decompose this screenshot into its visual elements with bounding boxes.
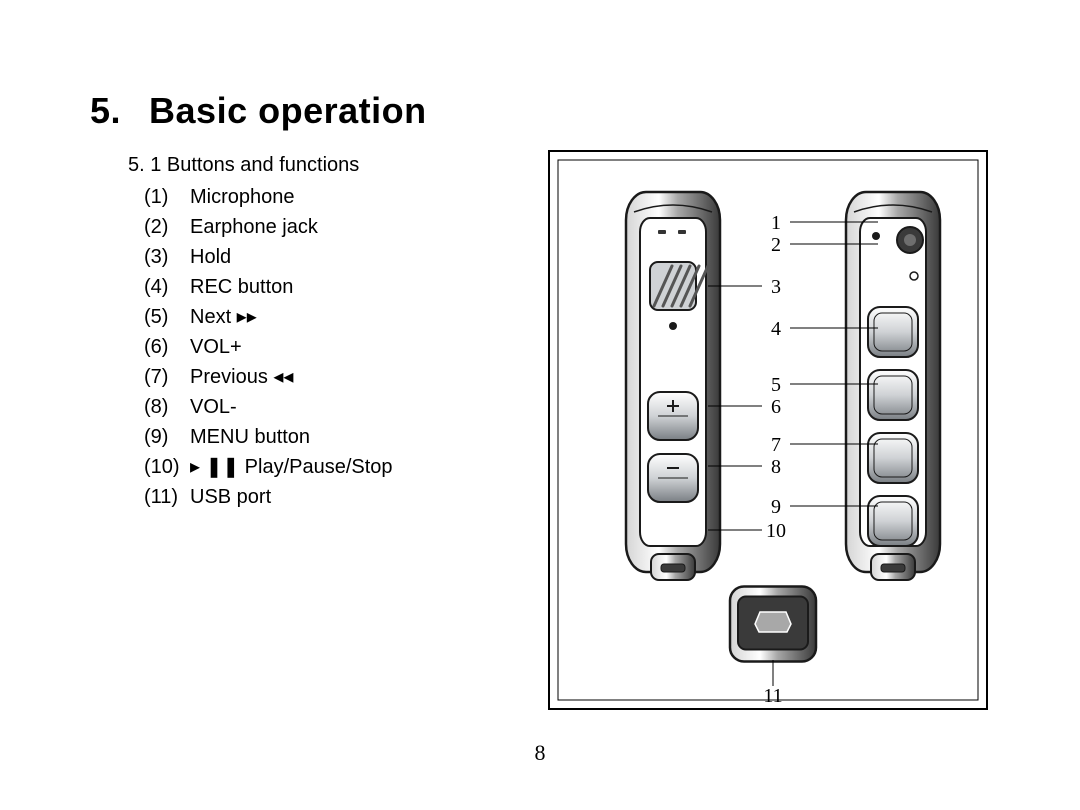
- list-item-number: (1): [144, 182, 190, 212]
- device-figure: 1234567891011: [548, 150, 988, 710]
- list-item-label: Next ▸▸: [190, 302, 508, 332]
- list-item: (4)REC button: [144, 272, 508, 302]
- list-item-number: (6): [144, 332, 190, 362]
- list-column: 5. 1 Buttons and functions (1)Microphone…: [90, 150, 508, 512]
- subsection-heading: 5. 1 Buttons and functions: [128, 150, 508, 180]
- list-item-number: (11): [144, 482, 190, 512]
- section-title: Basic operation: [149, 90, 427, 131]
- list-item: (5)Next ▸▸: [144, 302, 508, 332]
- list-item: (1)Microphone: [144, 182, 508, 212]
- svg-text:10: 10: [766, 520, 786, 542]
- page-number: 8: [0, 740, 1080, 766]
- section-number: 5.: [90, 90, 121, 131]
- list-item-number: (7): [144, 362, 190, 392]
- list-item-label: Earphone jack: [190, 212, 508, 242]
- list-item: (7)Previous ◂◂: [144, 362, 508, 392]
- svg-text:5: 5: [771, 374, 781, 396]
- svg-text:11: 11: [763, 685, 782, 707]
- content-row: 5. 1 Buttons and functions (1)Microphone…: [90, 150, 1010, 710]
- svg-text:9: 9: [771, 496, 781, 518]
- svg-text:8: 8: [771, 456, 781, 478]
- list-item: (10) ▸ ❚❚ Play/Pause/Stop: [144, 452, 508, 482]
- svg-text:6: 6: [771, 396, 781, 418]
- device-diagram-svg: 1234567891011: [548, 150, 988, 710]
- section-heading: 5. Basic operation: [90, 90, 1010, 132]
- list-item-label: ▸ ❚❚ Play/Pause/Stop: [190, 452, 508, 482]
- svg-text:7: 7: [771, 434, 781, 456]
- list-item: (8)VOL-: [144, 392, 508, 422]
- button-function-list: (1)Microphone(2)Earphone jack(3)Hold(4)R…: [128, 182, 508, 512]
- svg-text:3: 3: [771, 276, 781, 298]
- list-item-label: REC button: [190, 272, 508, 302]
- list-item-label: VOL+: [190, 332, 508, 362]
- list-item-number: (9): [144, 422, 190, 452]
- list-item-number: (8): [144, 392, 190, 422]
- list-item-label: MENU button: [190, 422, 508, 452]
- list-item-number: (5): [144, 302, 190, 332]
- list-item: (6) VOL+: [144, 332, 508, 362]
- list-item-number: (2): [144, 212, 190, 242]
- list-item: (2)Earphone jack: [144, 212, 508, 242]
- manual-page: 5. Basic operation 5. 1 Buttons and funct…: [0, 0, 1080, 810]
- list-item-number: (3): [144, 242, 190, 272]
- svg-text:1: 1: [771, 212, 781, 234]
- list-item-label: USB port: [190, 482, 508, 512]
- list-item-label: Previous ◂◂: [190, 362, 508, 392]
- list-item: (9)MENU button: [144, 422, 508, 452]
- list-item: (11)USB port: [144, 482, 508, 512]
- svg-text:4: 4: [771, 318, 781, 340]
- list-item: (3)Hold: [144, 242, 508, 272]
- list-item-label: Hold: [190, 242, 508, 272]
- list-item-number: (4): [144, 272, 190, 302]
- svg-text:2: 2: [771, 234, 781, 256]
- list-item-number: (10): [144, 452, 190, 482]
- list-item-label: VOL-: [190, 392, 508, 422]
- list-item-label: Microphone: [190, 182, 508, 212]
